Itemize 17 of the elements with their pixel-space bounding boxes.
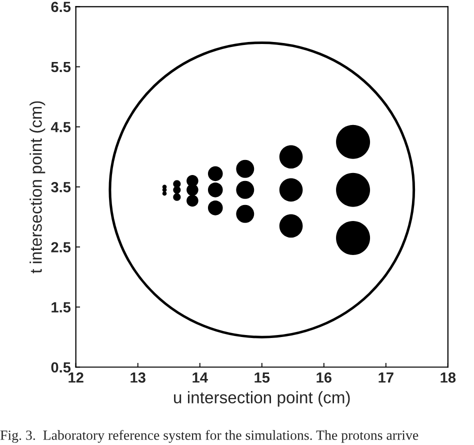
- y-tick-label: 6.5: [51, 2, 71, 12]
- x-tick-label: 12: [68, 372, 84, 383]
- y-tick-label: 3.5: [51, 182, 71, 192]
- x-tick-label: 18: [440, 372, 456, 383]
- y-tick-label: 5.5: [51, 62, 71, 72]
- x-tick-label: 13: [130, 372, 146, 383]
- y-tick-label: 4.5: [50, 122, 71, 132]
- x-tick-label: 14: [192, 372, 208, 383]
- y-tick-label: 2.5: [51, 242, 71, 252]
- x-tick-label: 17: [378, 372, 394, 383]
- x-tick-label: 16: [316, 372, 332, 383]
- caption: Fig. 3. Laboratory reference system for the simulations. The protons arrive: [0, 430, 418, 443]
- x-tick-label: 15: [254, 372, 270, 383]
- y-tick-label: 1.5: [52, 302, 71, 312]
- y-axis-title: t intersection point (cm): [30, 101, 46, 274]
- y-tick-label: 0.5: [51, 362, 71, 373]
- x-axis-title: u intersection point (cm): [174, 391, 350, 407]
